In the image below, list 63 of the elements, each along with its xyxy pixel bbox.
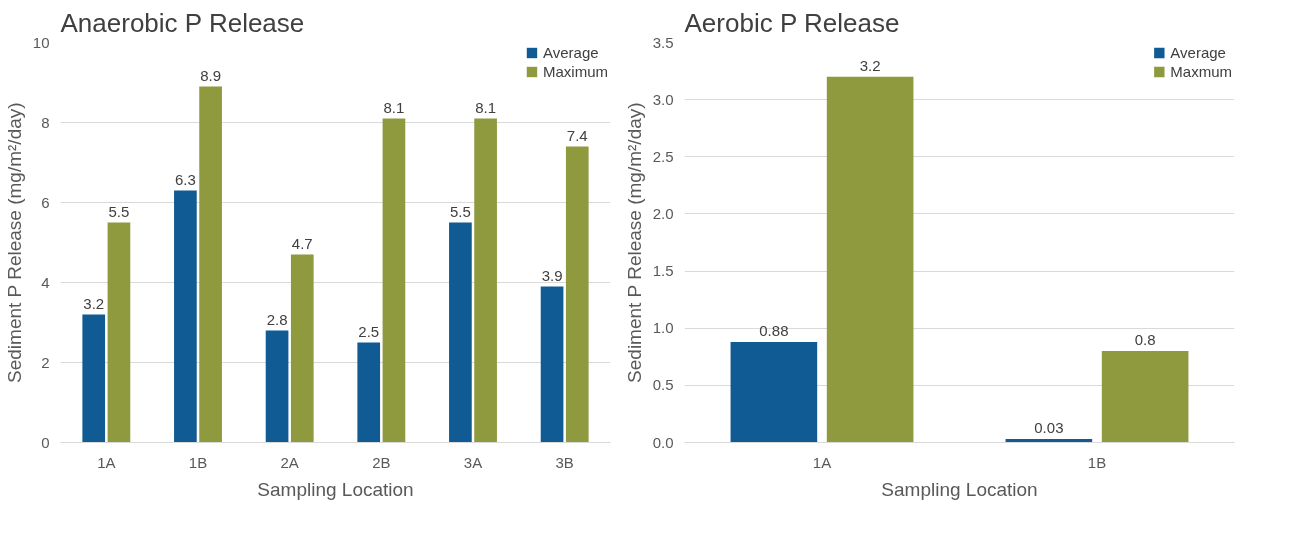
x-tick-label: 2A bbox=[280, 453, 299, 471]
y-tick-label: 6 bbox=[41, 193, 50, 211]
data-label: 5.5 bbox=[449, 202, 471, 220]
y-tick-label: 10 bbox=[32, 33, 50, 51]
data-label: 8.1 bbox=[475, 98, 497, 116]
bar bbox=[199, 86, 222, 443]
data-label: 4.7 bbox=[291, 234, 313, 252]
bar bbox=[382, 118, 406, 443]
data-label: 6.3 bbox=[174, 170, 196, 188]
y-tick-label: 2 bbox=[41, 353, 50, 371]
data-label: 0.03 bbox=[1034, 419, 1064, 437]
bar bbox=[174, 190, 197, 443]
chart-title: Anaerobic P Release bbox=[60, 7, 305, 38]
bar bbox=[730, 341, 818, 443]
y-tick-label: 2.0 bbox=[652, 204, 674, 222]
data-label: 7.4 bbox=[566, 126, 588, 144]
bar bbox=[826, 76, 914, 443]
y-tick-label: 8 bbox=[41, 113, 50, 131]
data-label: 5.5 bbox=[108, 202, 130, 220]
legend-label: Maxmum bbox=[1170, 63, 1232, 80]
data-label: 8.9 bbox=[200, 66, 222, 84]
bar bbox=[565, 146, 589, 443]
legend-label: Maximum bbox=[542, 63, 608, 80]
data-label: 3.9 bbox=[541, 266, 563, 284]
y-tick-label: 0 bbox=[41, 433, 50, 451]
y-tick-label: 2.5 bbox=[652, 147, 674, 165]
legend-label: Average bbox=[542, 44, 599, 61]
data-label: 0.8 bbox=[1134, 331, 1156, 349]
x-axis-title: Sampling Location bbox=[257, 478, 414, 500]
data-label: 0.88 bbox=[759, 321, 789, 339]
bar bbox=[474, 118, 497, 443]
bar bbox=[265, 330, 289, 443]
y-tick-label: 1.0 bbox=[652, 319, 674, 337]
x-tick-label: 3B bbox=[555, 453, 574, 471]
y-tick-label: 4 bbox=[41, 273, 50, 291]
bar bbox=[449, 222, 472, 443]
bar bbox=[540, 286, 564, 443]
x-tick-label: 1A bbox=[812, 453, 832, 471]
bar bbox=[107, 222, 131, 443]
y-tick-label: 3.5 bbox=[652, 33, 674, 51]
bar bbox=[290, 254, 314, 443]
data-label: 2.5 bbox=[358, 322, 380, 340]
x-axis-title: Sampling Location bbox=[881, 478, 1038, 500]
bar bbox=[1101, 351, 1189, 443]
data-label: 3.2 bbox=[83, 294, 105, 312]
x-tick-label: 1A bbox=[97, 453, 116, 471]
bar bbox=[82, 314, 106, 443]
x-tick-label: 1B bbox=[188, 453, 208, 471]
y-tick-label: 1.5 bbox=[652, 262, 674, 280]
data-label: 8.1 bbox=[383, 98, 405, 116]
y-tick-label: 3.0 bbox=[652, 90, 674, 108]
y-tick-label: 0.0 bbox=[652, 433, 674, 451]
y-axis-title: Sediment P Release (mg/m²/day) bbox=[3, 102, 25, 383]
y-axis-title: Sediment P Release (mg/m²/day) bbox=[623, 102, 645, 383]
chart-title: Aerobic P Release bbox=[684, 7, 900, 38]
x-tick-label: 3A bbox=[463, 453, 483, 471]
data-label: 2.8 bbox=[266, 310, 288, 328]
data-label: 3.2 bbox=[859, 56, 881, 74]
x-tick-label: 2B bbox=[372, 453, 391, 471]
bar bbox=[357, 342, 381, 443]
x-tick-label: 1B bbox=[1087, 453, 1107, 471]
y-tick-label: 0.5 bbox=[652, 376, 674, 394]
legend-label: Average bbox=[1170, 44, 1226, 61]
